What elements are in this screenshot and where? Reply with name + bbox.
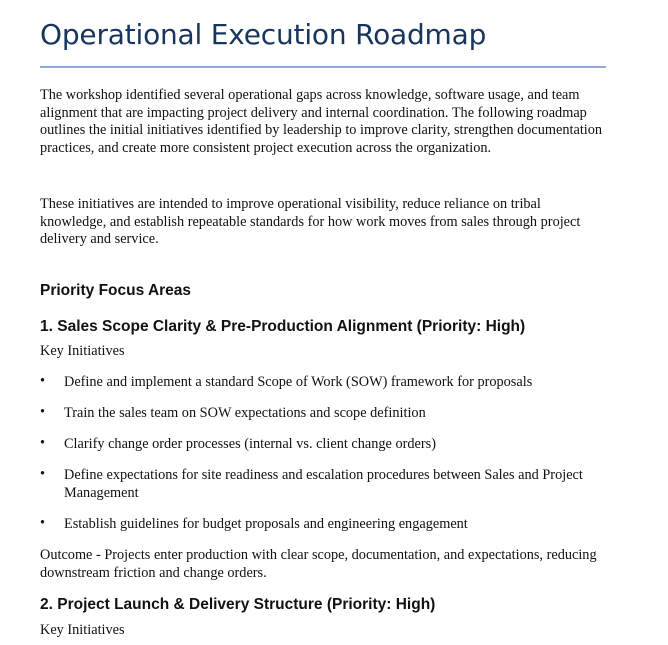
section-1-initiatives: Define and implement a standard Scope of… [40,373,610,547]
list-item: Establish guidelines for budget proposal… [40,515,610,534]
title-divider [40,66,606,68]
list-item: Train the sales team on SOW expectations… [40,404,610,423]
list-item: Define and implement a standard Scope of… [40,373,610,392]
intro-paragraph-1: The workshop identified several operatio… [40,87,603,156]
section-2-subheading: Key Initiatives [40,622,125,638]
section-1-outcome: Outcome - Projects enter production with… [40,547,597,581]
section-2-heading: 2. Project Launch & Delivery Structure (… [40,596,436,613]
list-item: Clarify change order processes (internal… [40,435,610,454]
intro-paragraph-2: These initiatives are intended to improv… [40,196,581,247]
list-item: Define expectations for site readiness a… [40,466,610,502]
section-1-heading: 1. Sales Scope Clarity & Pre-Production … [40,318,526,335]
page-title: Operational Execution Roadmap [40,18,487,51]
section-1-subheading: Key Initiatives [40,343,125,359]
focus-areas-heading: Priority Focus Areas [40,282,192,299]
